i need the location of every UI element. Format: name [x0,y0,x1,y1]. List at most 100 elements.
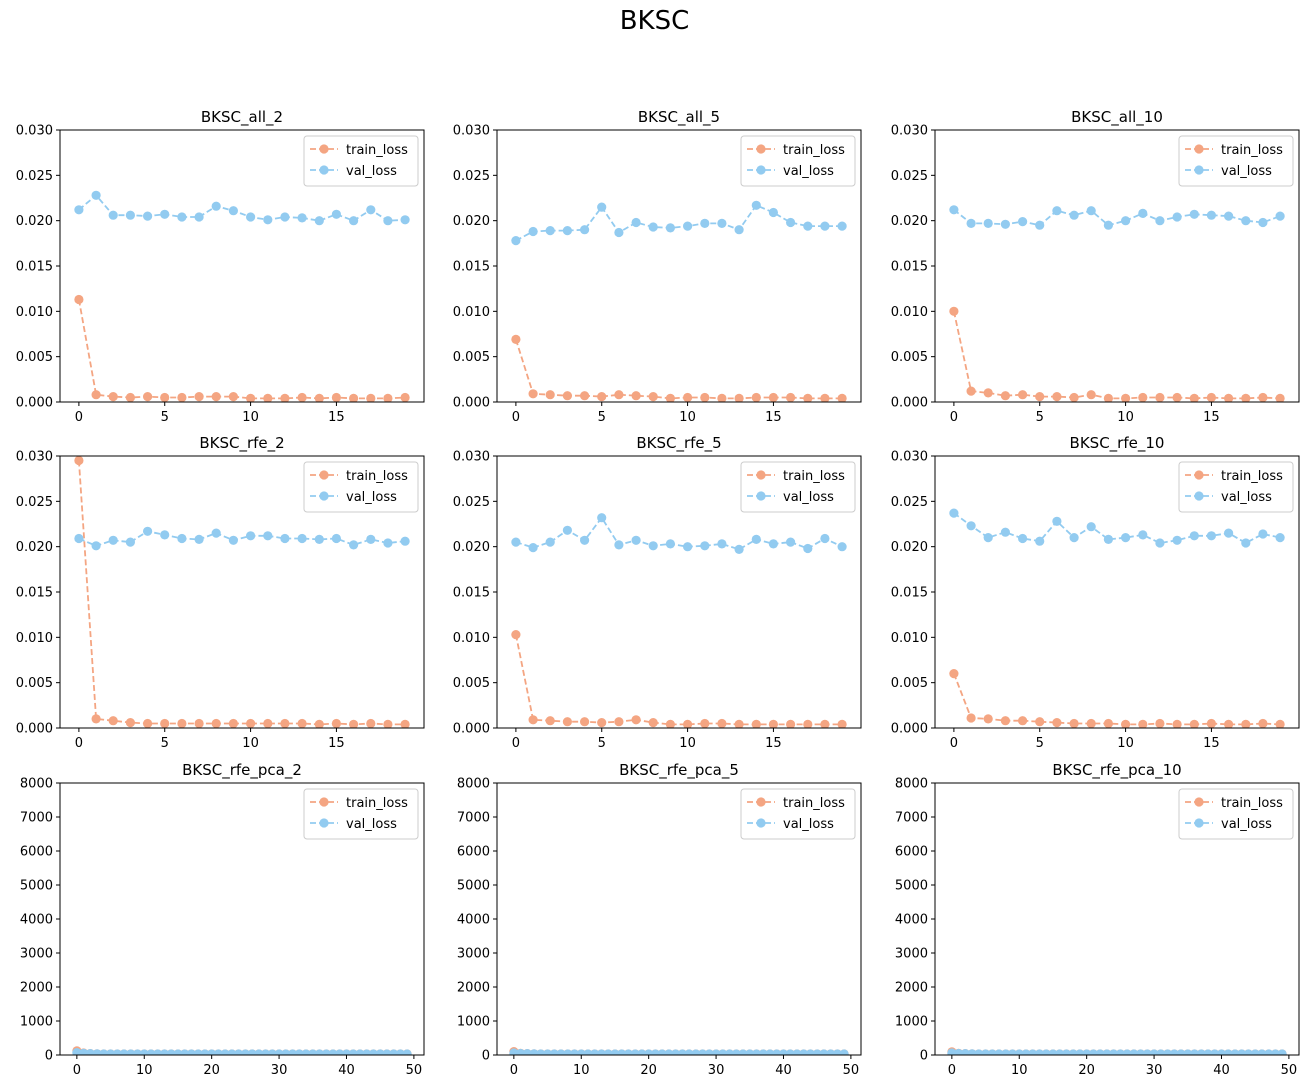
x-tick-label: 15 [765,410,782,425]
point-val_loss [1018,217,1028,227]
x-tick-label: 15 [765,736,782,751]
point-train_loss [1224,393,1234,402]
point-train_loss [228,718,238,728]
point-val_loss [1155,216,1165,226]
x-tick-label: 40 [338,1063,355,1078]
x-tick-label: 50 [843,1063,860,1078]
axes-frame [496,129,862,403]
y-tick-label: 5000 [457,879,490,894]
y-tick-label: 0 [482,1049,490,1064]
y-tick-label: 1000 [20,1015,53,1030]
point-val_loss [545,226,555,236]
y-tick-label: 8000 [457,777,490,792]
point-val_loss [402,1049,412,1055]
point-train_loss [751,392,761,402]
point-train_loss [1206,718,1216,728]
y-tick-label: 6000 [457,845,490,860]
x-tick-label: 50 [406,1063,423,1078]
point-val_loss [211,528,221,538]
point-train_loss [1121,719,1131,728]
point-val_loss [1052,516,1062,526]
point-train_loss [837,393,847,402]
point-train_loss [1258,718,1268,728]
y-tick-label: 0.025 [16,169,53,184]
point-train_loss [125,392,135,402]
x-tick-label: 5 [598,736,606,751]
x-tick-label: 40 [1213,1063,1230,1078]
point-val_loss [91,190,101,200]
point-train_loss [1241,719,1251,728]
point-val_loss [1172,535,1182,545]
point-train_loss [597,718,607,728]
plot-area [72,1046,412,1055]
point-val_loss [1103,534,1113,545]
point-train_loss [400,392,410,402]
series-line-train_loss [515,339,843,400]
point-train_loss [228,392,238,402]
point-val_loss [228,535,238,545]
legend-label: val_loss [346,490,397,505]
point-train_loss [177,392,187,402]
point-val_loss [1018,533,1028,544]
y-tick-label: 3000 [457,947,490,962]
point-val_loss [545,537,555,547]
x-tick-label: 10 [679,736,696,751]
point-train_loss [91,390,101,400]
point-val_loss [803,543,813,554]
subplot-title: BKSC_all_2 [201,108,283,127]
point-val_loss [786,217,796,228]
point-val_loss [1275,533,1285,543]
x-tick-label: 0 [950,410,958,425]
point-val_loss [246,212,256,222]
point-val_loss [648,541,658,551]
point-train_loss [803,719,813,728]
point-train_loss [1138,392,1148,402]
point-val_loss [125,210,135,220]
point-val_loss [700,218,710,228]
legend: train_loss val_loss [740,461,856,513]
point-train_loss [580,717,590,727]
x-tick-label: 40 [775,1063,792,1078]
series-line-train_loss [953,673,1281,726]
point-train_loss [837,719,847,728]
point-train_loss [1121,393,1131,402]
x-tick-label: 50 [1281,1063,1298,1078]
point-val_loss [228,206,238,216]
point-train_loss [263,718,273,728]
point-train_loss [74,294,84,305]
y-tick-label: 3000 [20,947,53,962]
point-val_loss [177,212,187,222]
subplot-title: BKSC_all_10 [1071,108,1163,127]
point-train_loss [717,718,727,728]
x-tick-label: 0 [950,736,958,751]
y-tick-label: 4000 [457,913,490,928]
point-val_loss [803,221,813,231]
y-tick-label: 0.010 [891,631,928,646]
point-train_loss [1275,719,1285,728]
point-train_loss [1172,719,1182,728]
y-tick-label: 0.020 [891,214,928,229]
point-val_loss [700,541,710,551]
x-tick-label: 5 [161,736,169,751]
point-val_loss [983,218,993,228]
point-train_loss [160,392,170,402]
point-train_loss [400,719,410,728]
point-val_loss [1241,538,1251,548]
subplot-BKSC_rfe_10: BKSC_rfe_10 0.000 0.005 0.010 0.015 0.020 0.02… [891,434,1300,751]
subplot-title: BKSC_rfe_pca_5 [619,761,739,780]
point-train_loss [349,393,359,402]
y-tick-label: 8000 [895,777,928,792]
legend: train_loss val_loss [303,135,419,187]
point-val_loss [580,535,590,545]
legend-marker [319,144,329,154]
point-train_loss [820,393,830,402]
legend-marker [1194,818,1204,828]
point-train_loss [366,718,376,728]
point-val_loss [648,222,658,232]
point-val_loss [383,216,393,226]
subplot-title: BKSC_rfe_10 [1070,434,1165,453]
point-train_loss [331,718,341,728]
y-tick-label: 0.025 [453,495,490,510]
legend-label: train_loss [783,143,845,158]
